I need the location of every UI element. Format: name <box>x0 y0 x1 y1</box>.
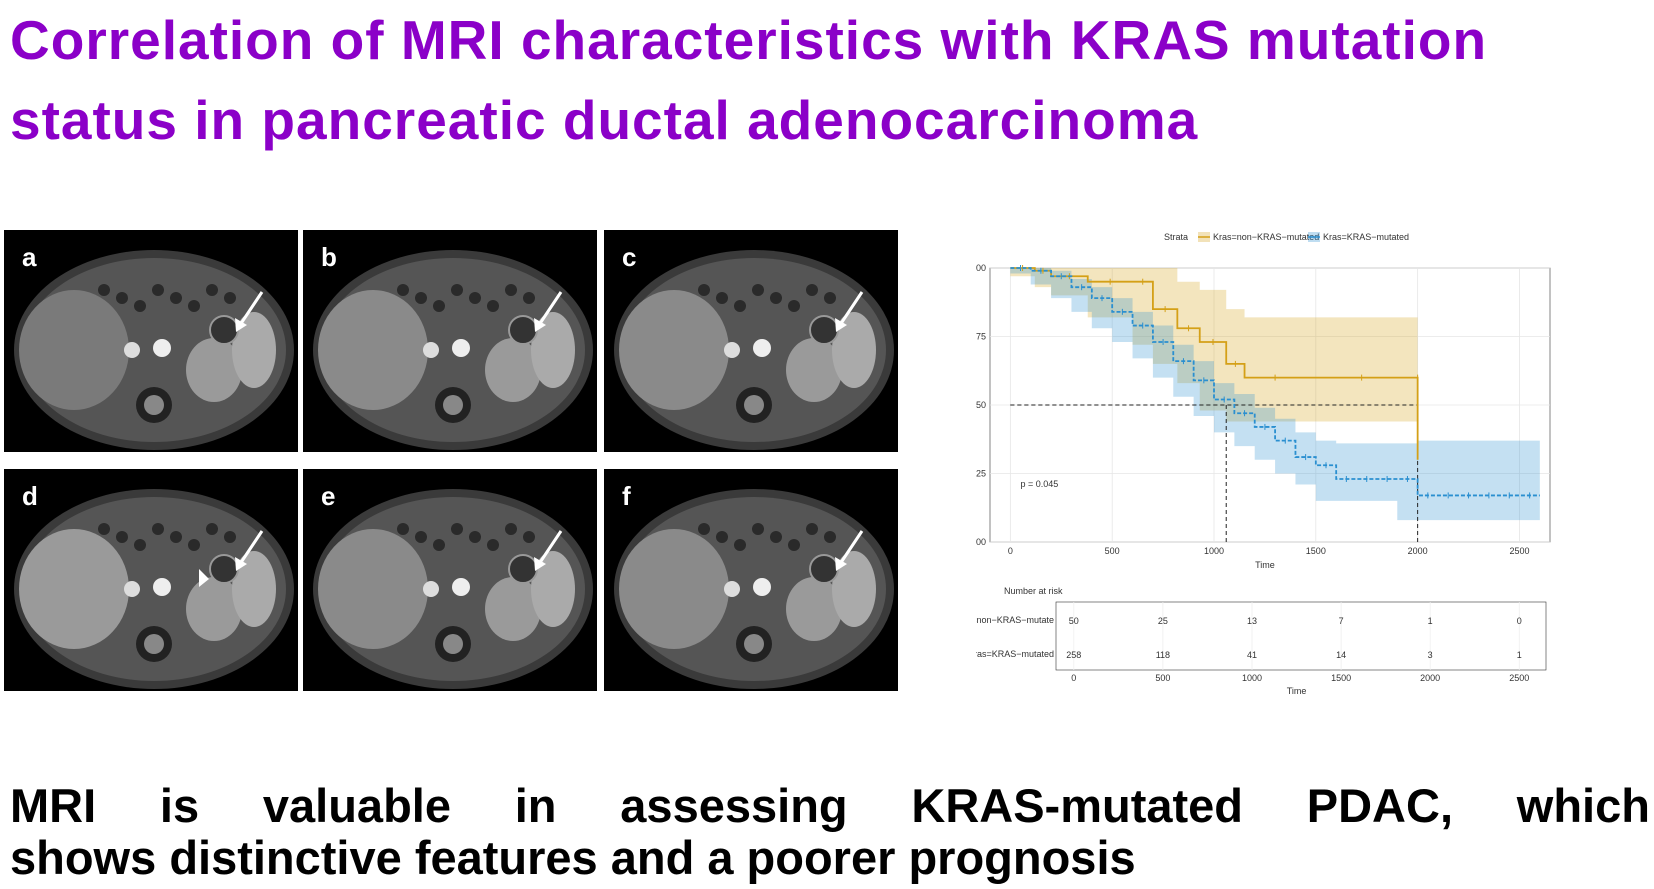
panel-label: f <box>622 481 631 511</box>
x-tick-label: 2000 <box>1408 546 1428 556</box>
conclusion-word: KRAS-mutated <box>911 779 1243 832</box>
mri-panel-d: d <box>4 469 298 691</box>
x-tick-label: 1500 <box>1306 546 1326 556</box>
risk-value: 50 <box>1069 616 1079 626</box>
p-value: p = 0.045 <box>1021 479 1059 489</box>
risk-value: 14 <box>1336 650 1346 660</box>
risk-value: 13 <box>1247 616 1257 626</box>
x-tick-label: 2500 <box>1509 546 1529 556</box>
ci-band-1 <box>1010 268 1540 521</box>
y-tick-label: 1.00 <box>976 263 986 273</box>
risk-value: 3 <box>1428 650 1433 660</box>
risk-x-tick: 0 <box>1071 673 1076 683</box>
conclusion-word: MRI <box>10 779 97 832</box>
legend-title: Strata <box>1164 232 1188 242</box>
x-axis-label: Time <box>1255 560 1275 570</box>
conclusion-word: is <box>159 779 200 832</box>
risk-x-label: Time <box>1287 686 1307 696</box>
risk-row-label: Kras=KRAS−mutated <box>976 649 1054 659</box>
lesion-arrow-icon <box>534 291 563 332</box>
risk-value: 41 <box>1247 650 1257 660</box>
panel-label: d <box>22 481 38 511</box>
y-tick-label: 0.75 <box>976 332 986 342</box>
conclusion-word: in <box>514 779 557 832</box>
lesion-arrow-icon <box>835 291 864 332</box>
y-tick-label: 0.00 <box>976 537 986 547</box>
panel-label: b <box>321 242 337 272</box>
risk-value: 118 <box>1156 650 1170 660</box>
risk-x-tick: 2500 <box>1509 673 1529 683</box>
conclusion-text: MRI is valuable in assessing KRAS-mutated PDAC… <box>10 780 1650 884</box>
legend-label: Kras=non−KRAS−mutated <box>1213 232 1319 242</box>
y-tick-label: 0.25 <box>976 469 986 479</box>
risk-x-tick: 1500 <box>1331 673 1351 683</box>
x-tick-label: 500 <box>1105 546 1120 556</box>
panel-label: a <box>22 242 37 272</box>
risk-value: 25 <box>1158 616 1168 626</box>
conclusion-word: valuable <box>262 779 451 832</box>
lesion-arrow-icon <box>235 530 264 571</box>
kaplan-meier-chart: 0.000.250.500.751.0005001000150020002500… <box>976 230 1596 710</box>
panel-label: c <box>622 242 637 272</box>
mri-panel-b: b <box>303 230 597 452</box>
page-title: Correlation of MRI characteristics with … <box>10 9 1488 151</box>
conclusion-word: PDAC, <box>1306 779 1453 832</box>
mri-panel-e: e <box>303 469 597 691</box>
lesion-arrow-icon <box>235 291 264 332</box>
risk-x-tick: 1000 <box>1242 673 1262 683</box>
arrowhead-icon <box>199 569 209 587</box>
conclusion-word: assessing <box>620 779 848 832</box>
conclusion-line-1: MRI is valuable in assessing KRAS-mutated PDAC… <box>10 780 1650 832</box>
lesion-arrow-icon <box>835 530 864 571</box>
risk-x-tick: 500 <box>1155 673 1170 683</box>
conclusion-word: which <box>1516 779 1650 832</box>
risk-x-tick: 2000 <box>1420 673 1440 683</box>
conclusion-line-2: shows distinctive features and a poorer … <box>10 831 1136 884</box>
risk-value: 0 <box>1517 616 1522 626</box>
mri-panel-a: a <box>4 230 298 452</box>
risk-value: 1 <box>1517 650 1522 660</box>
mri-panel-c: c <box>604 230 898 452</box>
risk-table-title: Number at risk <box>1004 586 1063 596</box>
y-tick-label: 0.50 <box>976 400 986 410</box>
risk-value: 258 <box>1066 650 1081 660</box>
risk-value: 7 <box>1339 616 1344 626</box>
legend-label: Kras=KRAS−mutated <box>1323 232 1409 242</box>
panel-label: e <box>321 481 336 511</box>
mri-panel-f: f <box>604 469 898 691</box>
risk-row-label: Kras=non−KRAS−mutate <box>976 615 1054 625</box>
risk-value: 1 <box>1428 616 1433 626</box>
lesion-arrow-icon <box>534 530 563 571</box>
x-tick-label: 1000 <box>1204 546 1224 556</box>
x-tick-label: 0 <box>1008 546 1013 556</box>
survival-curve-1 <box>1010 267 1540 497</box>
